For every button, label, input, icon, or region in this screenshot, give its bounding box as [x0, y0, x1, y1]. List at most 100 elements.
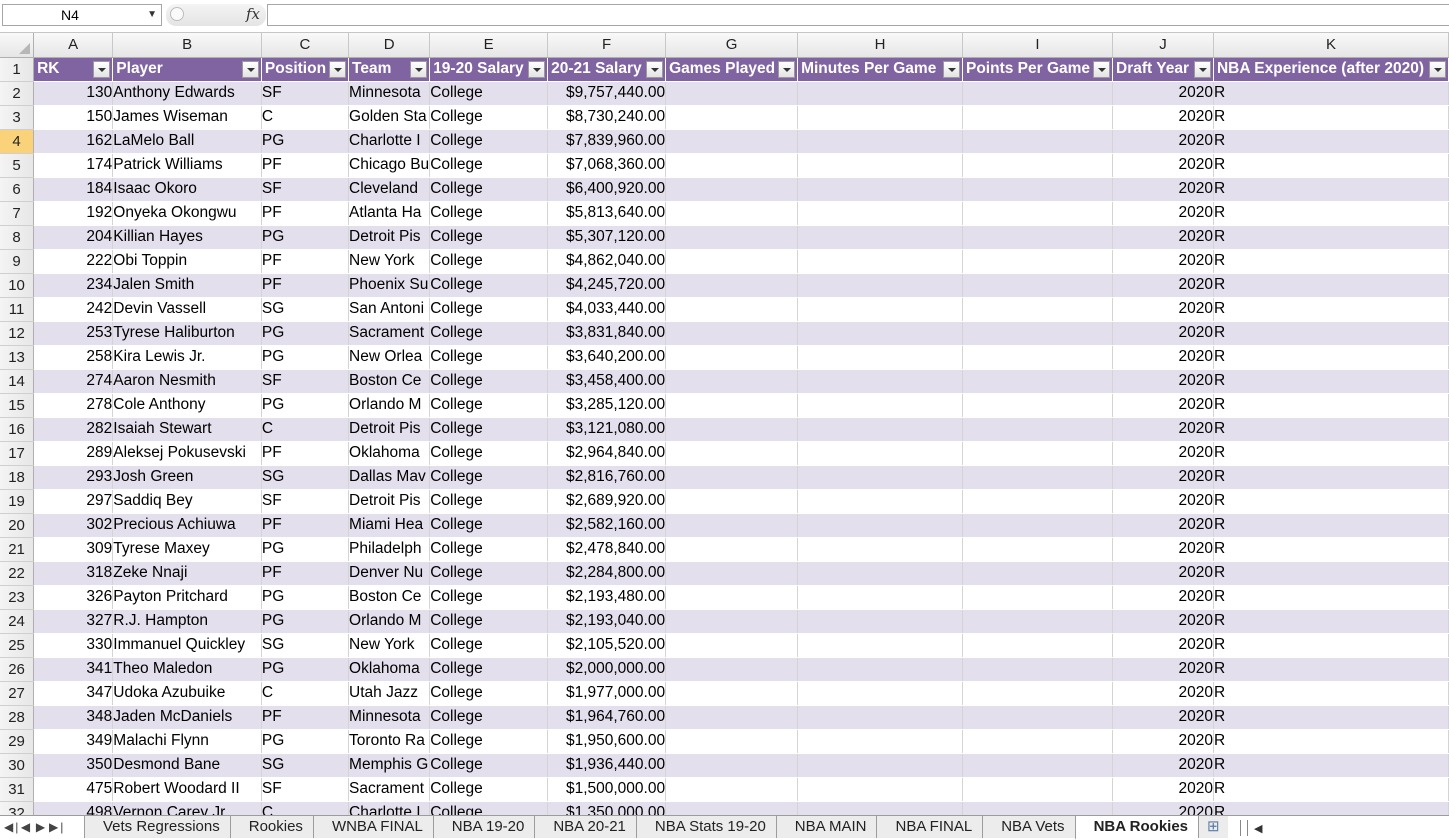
header-cell[interactable]: NBA Experience (after 2020): [1213, 57, 1449, 82]
cell-s1920[interactable]: College: [429, 345, 549, 370]
cell-player[interactable]: Obi Toppin: [112, 249, 262, 274]
cell-pos[interactable]: SF: [261, 777, 350, 802]
cell-ppg[interactable]: [962, 321, 1114, 346]
cell-gp[interactable]: [665, 393, 799, 418]
cell-draft[interactable]: 2020: [1112, 393, 1214, 418]
row-header[interactable]: 20: [0, 513, 35, 538]
cell-rk[interactable]: 130: [33, 81, 114, 106]
sheet-tab[interactable]: NBA 19-20: [432, 816, 539, 838]
cell-ppg[interactable]: [962, 345, 1114, 370]
cell-draft[interactable]: 2020: [1112, 705, 1214, 730]
cell-pos[interactable]: PG: [261, 345, 350, 370]
last-sheet-icon[interactable]: ▶|: [49, 820, 66, 834]
cell-team[interactable]: Phoenix Su: [348, 273, 431, 298]
cell-gp[interactable]: [665, 465, 799, 490]
cell-mpg[interactable]: [797, 273, 963, 298]
cell-mpg[interactable]: [797, 801, 963, 815]
sheet-tab[interactable]: WNBA FINAL: [312, 816, 437, 838]
column-header-k[interactable]: K: [1213, 33, 1449, 58]
cell-s2021[interactable]: $2,478,840.00: [547, 537, 667, 562]
cell-ppg[interactable]: [962, 729, 1114, 754]
cell-gp[interactable]: [665, 633, 799, 658]
cell-pos[interactable]: SG: [261, 753, 350, 778]
cell-gp[interactable]: [665, 129, 799, 154]
cell-player[interactable]: Udoka Azubuike: [112, 681, 262, 706]
cell-player[interactable]: Isaac Okoro: [112, 177, 262, 202]
filter-dropdown-icon[interactable]: [646, 60, 664, 78]
row-header[interactable]: 13: [0, 345, 35, 370]
cell-player[interactable]: James Wiseman: [112, 105, 262, 130]
cell-rk[interactable]: 282: [33, 417, 114, 442]
header-cell[interactable]: Position: [261, 57, 350, 82]
row-header[interactable]: 1: [0, 57, 35, 82]
row-header[interactable]: 27: [0, 681, 35, 706]
cell-rk[interactable]: 347: [33, 681, 114, 706]
cell-mpg[interactable]: [797, 249, 963, 274]
cell-exp[interactable]: R: [1213, 633, 1449, 658]
row-header[interactable]: 8: [0, 225, 35, 250]
cell-s1920[interactable]: College: [429, 681, 549, 706]
cell-s1920[interactable]: College: [429, 369, 549, 394]
cell-pos[interactable]: SF: [261, 177, 350, 202]
row-header[interactable]: 11: [0, 297, 35, 322]
cell-team[interactable]: Oklahoma: [348, 657, 431, 682]
cell-rk[interactable]: 348: [33, 705, 114, 730]
cell-pos[interactable]: C: [261, 681, 350, 706]
cell-s2021[interactable]: $2,284,800.00: [547, 561, 667, 586]
cell-team[interactable]: Dallas Mav: [348, 465, 431, 490]
cell-s2021[interactable]: $2,582,160.00: [547, 513, 667, 538]
cell-team[interactable]: Detroit Pis: [348, 225, 431, 250]
cell-s2021[interactable]: $3,285,120.00: [547, 393, 667, 418]
cell-draft[interactable]: 2020: [1112, 321, 1214, 346]
cell-rk[interactable]: 498: [33, 801, 114, 815]
cell-exp[interactable]: R: [1213, 465, 1449, 490]
row-header[interactable]: 2: [0, 81, 35, 106]
cell-exp[interactable]: R: [1213, 801, 1449, 815]
cell-pos[interactable]: PG: [261, 129, 350, 154]
cell-mpg[interactable]: [797, 297, 963, 322]
row-header[interactable]: 22: [0, 561, 35, 586]
cell-team[interactable]: Minnesota: [348, 705, 431, 730]
row-header[interactable]: 26: [0, 657, 35, 682]
cell-exp[interactable]: R: [1213, 105, 1449, 130]
cell-player[interactable]: Theo Maledon: [112, 657, 262, 682]
cell-exp[interactable]: R: [1213, 489, 1449, 514]
cell-ppg[interactable]: [962, 585, 1114, 610]
cell-pos[interactable]: SF: [261, 81, 350, 106]
column-header-j[interactable]: J: [1112, 33, 1214, 58]
cell-s1920[interactable]: College: [429, 705, 549, 730]
cell-player[interactable]: Aaron Nesmith: [112, 369, 262, 394]
cell-mpg[interactable]: [797, 729, 963, 754]
cell-rk[interactable]: 302: [33, 513, 114, 538]
cell-pos[interactable]: PF: [261, 153, 350, 178]
cell-rk[interactable]: 174: [33, 153, 114, 178]
cell-gp[interactable]: [665, 153, 799, 178]
cell-gp[interactable]: [665, 345, 799, 370]
cell-ppg[interactable]: [962, 393, 1114, 418]
cell-ppg[interactable]: [962, 681, 1114, 706]
cell-ppg[interactable]: [962, 201, 1114, 226]
cell-ppg[interactable]: [962, 441, 1114, 466]
expand-handle-icon[interactable]: [170, 7, 184, 21]
sheet-tab[interactable]: NBA Rookies: [1074, 816, 1203, 840]
cell-s2021[interactable]: $4,245,720.00: [547, 273, 667, 298]
cell-draft[interactable]: 2020: [1112, 729, 1214, 754]
filter-dropdown-icon[interactable]: [93, 60, 111, 78]
cell-exp[interactable]: R: [1213, 561, 1449, 586]
cell-gp[interactable]: [665, 513, 799, 538]
cell-s1920[interactable]: College: [429, 633, 549, 658]
cell-rk[interactable]: 350: [33, 753, 114, 778]
cell-draft[interactable]: 2020: [1112, 777, 1214, 802]
cell-ppg[interactable]: [962, 537, 1114, 562]
column-header-i[interactable]: I: [962, 33, 1114, 58]
column-header-h[interactable]: H: [797, 33, 963, 58]
cell-exp[interactable]: R: [1213, 537, 1449, 562]
cell-s2021[interactable]: $1,977,000.00: [547, 681, 667, 706]
filter-dropdown-icon[interactable]: [528, 60, 546, 78]
cell-ppg[interactable]: [962, 417, 1114, 442]
row-header[interactable]: 14: [0, 369, 35, 394]
cell-mpg[interactable]: [797, 465, 963, 490]
cell-s1920[interactable]: College: [429, 321, 549, 346]
cell-pos[interactable]: SG: [261, 297, 350, 322]
cell-team[interactable]: Charlotte I: [348, 801, 431, 815]
